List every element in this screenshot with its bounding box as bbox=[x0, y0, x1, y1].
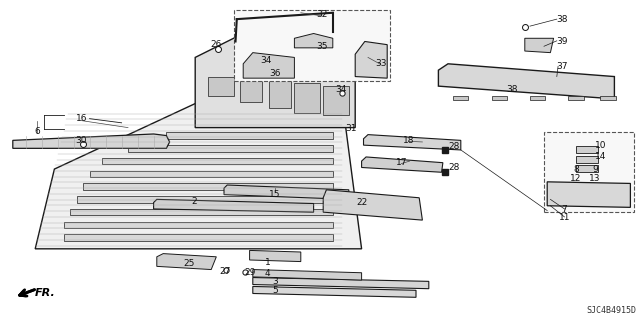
Text: 14: 14 bbox=[595, 152, 606, 161]
Polygon shape bbox=[211, 120, 333, 126]
Polygon shape bbox=[90, 171, 333, 177]
Text: 34: 34 bbox=[260, 56, 271, 65]
Text: 7: 7 bbox=[562, 205, 567, 214]
Text: SJC4B4915D: SJC4B4915D bbox=[587, 306, 637, 315]
Text: 28: 28 bbox=[449, 163, 460, 172]
Polygon shape bbox=[13, 134, 170, 148]
Text: 1: 1 bbox=[265, 258, 270, 267]
Polygon shape bbox=[157, 254, 216, 270]
Bar bbox=[544, 132, 634, 212]
Text: 30: 30 bbox=[76, 136, 87, 145]
Text: 32: 32 bbox=[316, 10, 328, 19]
Text: 8: 8 bbox=[573, 165, 579, 174]
Text: 16: 16 bbox=[76, 114, 87, 123]
Text: 25: 25 bbox=[183, 259, 195, 268]
Polygon shape bbox=[525, 38, 554, 53]
Bar bbox=[576, 146, 598, 153]
Polygon shape bbox=[355, 41, 387, 78]
Polygon shape bbox=[250, 250, 301, 262]
Text: 34: 34 bbox=[335, 85, 346, 94]
Bar bbox=[323, 86, 349, 115]
Polygon shape bbox=[77, 196, 333, 203]
Bar bbox=[576, 156, 598, 163]
Text: 39: 39 bbox=[556, 37, 568, 46]
Polygon shape bbox=[253, 286, 416, 297]
Polygon shape bbox=[253, 270, 362, 280]
Polygon shape bbox=[438, 64, 614, 99]
Bar bbox=[208, 77, 234, 96]
Polygon shape bbox=[253, 278, 429, 289]
Polygon shape bbox=[294, 33, 333, 48]
Text: 22: 22 bbox=[356, 198, 367, 207]
Polygon shape bbox=[195, 22, 355, 128]
Polygon shape bbox=[364, 135, 461, 150]
Polygon shape bbox=[154, 199, 314, 212]
Text: 12: 12 bbox=[570, 174, 582, 183]
Text: 15: 15 bbox=[269, 190, 281, 199]
Text: 29: 29 bbox=[244, 268, 255, 277]
Polygon shape bbox=[35, 89, 362, 249]
Text: 10: 10 bbox=[595, 141, 606, 150]
Polygon shape bbox=[64, 222, 333, 228]
Text: 11: 11 bbox=[559, 213, 570, 222]
Polygon shape bbox=[530, 96, 545, 100]
Polygon shape bbox=[128, 145, 333, 152]
Polygon shape bbox=[323, 190, 422, 220]
Text: 26: 26 bbox=[211, 40, 222, 49]
Bar bbox=[269, 80, 291, 108]
Bar bbox=[576, 165, 598, 172]
Polygon shape bbox=[568, 96, 584, 100]
Polygon shape bbox=[166, 132, 333, 139]
Text: 33: 33 bbox=[375, 59, 387, 68]
Polygon shape bbox=[224, 185, 349, 199]
Bar bbox=[294, 83, 320, 113]
Polygon shape bbox=[102, 158, 333, 164]
Text: 13: 13 bbox=[589, 174, 601, 183]
Text: 27: 27 bbox=[220, 267, 231, 276]
Text: 2: 2 bbox=[191, 197, 196, 206]
Text: 38: 38 bbox=[556, 15, 568, 24]
Text: 17: 17 bbox=[396, 158, 407, 167]
Text: 18: 18 bbox=[403, 136, 414, 145]
Polygon shape bbox=[492, 96, 507, 100]
Text: FR.: FR. bbox=[35, 288, 56, 298]
Polygon shape bbox=[64, 234, 333, 241]
Polygon shape bbox=[362, 157, 443, 172]
Polygon shape bbox=[243, 53, 294, 78]
Text: 4: 4 bbox=[265, 269, 270, 278]
Polygon shape bbox=[453, 96, 468, 100]
Text: 38: 38 bbox=[506, 85, 518, 94]
Text: 36: 36 bbox=[269, 69, 281, 78]
Bar bbox=[240, 77, 262, 102]
Text: 6: 6 bbox=[35, 127, 40, 136]
Bar bbox=[234, 10, 390, 81]
Polygon shape bbox=[547, 182, 630, 207]
Text: 37: 37 bbox=[556, 63, 568, 71]
Polygon shape bbox=[83, 183, 333, 190]
Text: 5: 5 bbox=[273, 286, 278, 295]
Text: 35: 35 bbox=[316, 42, 328, 51]
Text: 28: 28 bbox=[449, 142, 460, 151]
Text: 9: 9 bbox=[593, 165, 598, 174]
Text: 3: 3 bbox=[273, 277, 278, 286]
Text: 31: 31 bbox=[345, 124, 356, 133]
Polygon shape bbox=[600, 96, 616, 100]
Polygon shape bbox=[70, 209, 333, 215]
